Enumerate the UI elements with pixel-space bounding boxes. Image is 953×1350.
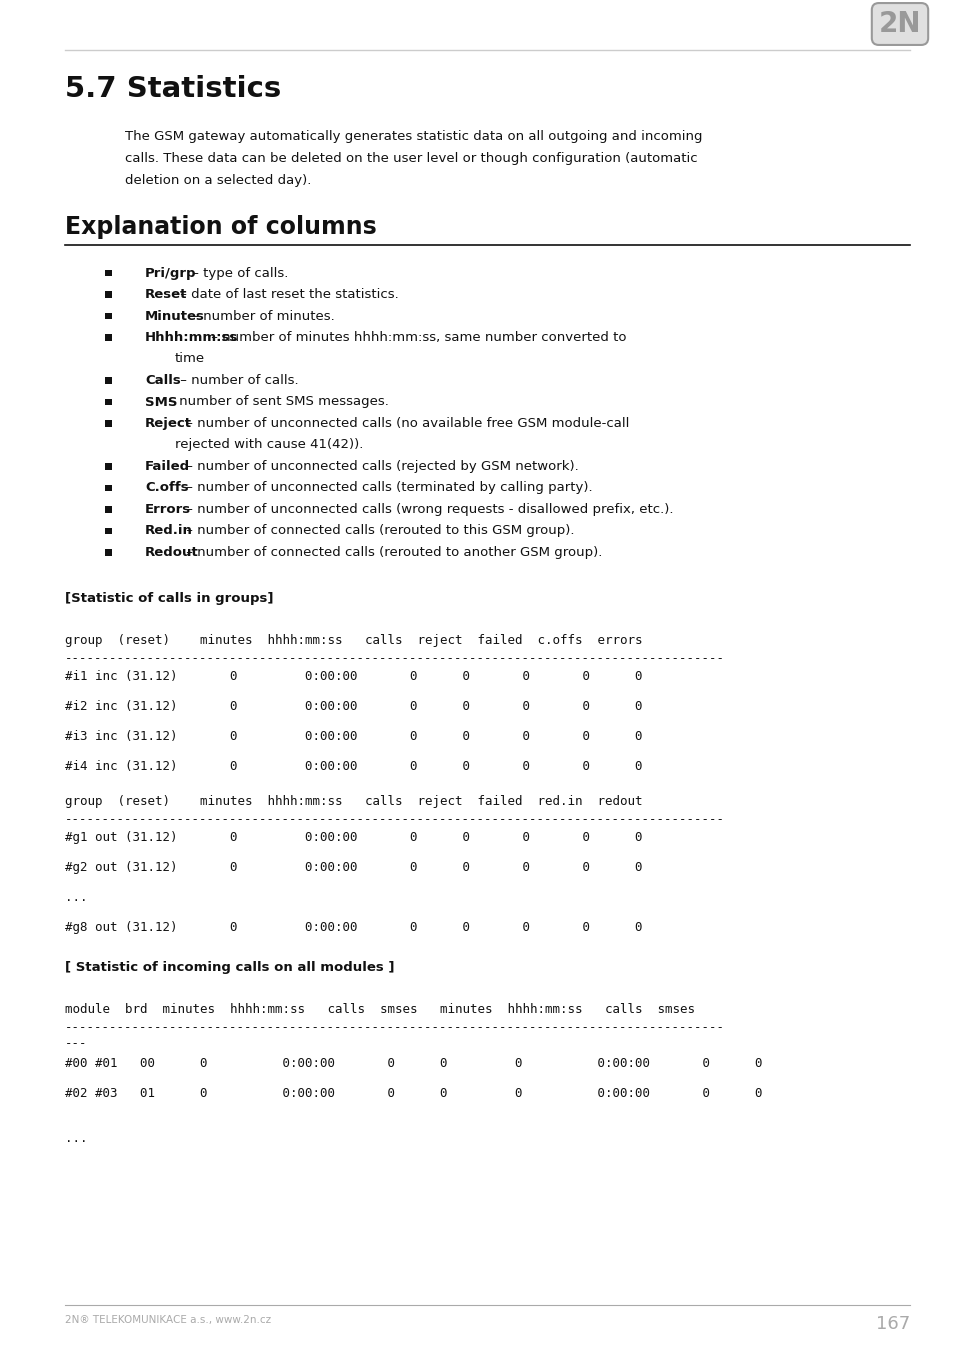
Text: [Statistic of calls in groups]: [Statistic of calls in groups] (65, 593, 274, 605)
Text: – number of connected calls (rerouted to another GSM group).: – number of connected calls (rerouted to… (182, 545, 602, 559)
Text: Reject: Reject (145, 417, 192, 431)
FancyBboxPatch shape (105, 528, 112, 535)
Text: #i4 inc (31.12)       0         0:00:00       0      0       0       0      0: #i4 inc (31.12) 0 0:00:00 0 0 0 0 0 (65, 760, 641, 774)
Text: – number of minutes hhhh:mm:ss, same number converted to: – number of minutes hhhh:mm:ss, same num… (207, 331, 626, 344)
Text: #g1 out (31.12)       0         0:00:00       0      0       0       0      0: #g1 out (31.12) 0 0:00:00 0 0 0 0 0 (65, 832, 641, 844)
Text: #00 #01   00      0          0:00:00       0      0         0          0:00:00  : #00 #01 00 0 0:00:00 0 0 0 0:00:00 (65, 1057, 761, 1071)
Text: Errors: Errors (145, 504, 191, 516)
FancyBboxPatch shape (105, 549, 112, 556)
Text: 5.7 Statistics: 5.7 Statistics (65, 76, 281, 103)
Text: ...: ... (65, 891, 88, 904)
Text: module  brd  minutes  hhhh:mm:ss   calls  smses   minutes  hhhh:mm:ss   calls  s: module brd minutes hhhh:mm:ss calls smse… (65, 1003, 695, 1017)
Text: – type of calls.: – type of calls. (188, 266, 289, 279)
Text: #i2 inc (31.12)       0         0:00:00       0      0       0       0      0: #i2 inc (31.12) 0 0:00:00 0 0 0 0 0 (65, 701, 641, 713)
Text: group  (reset)    minutes  hhhh:mm:ss   calls  reject  failed  red.in  redout: group (reset) minutes hhhh:mm:ss calls r… (65, 795, 641, 809)
Text: --------------------------------------------------------------------------------: ----------------------------------------… (65, 652, 724, 666)
Text: deletion on a selected day).: deletion on a selected day). (125, 174, 311, 188)
Text: --------------------------------------------------------------------------------: ----------------------------------------… (65, 813, 724, 826)
Text: #g8 out (31.12)       0         0:00:00       0      0       0       0      0: #g8 out (31.12) 0 0:00:00 0 0 0 0 0 (65, 921, 641, 934)
Text: #i1 inc (31.12)       0         0:00:00       0      0       0       0      0: #i1 inc (31.12) 0 0:00:00 0 0 0 0 0 (65, 670, 641, 683)
Text: – date of last reset the statistics.: – date of last reset the statistics. (175, 288, 398, 301)
Text: #02 #03   01      0          0:00:00       0      0         0          0:00:00  : #02 #03 01 0 0:00:00 0 0 0 0:00:00 (65, 1087, 761, 1100)
Text: Failed: Failed (145, 460, 190, 472)
Text: ...: ... (65, 1133, 88, 1145)
Text: #i3 inc (31.12)       0         0:00:00       0      0       0       0      0: #i3 inc (31.12) 0 0:00:00 0 0 0 0 0 (65, 730, 641, 742)
FancyBboxPatch shape (105, 335, 112, 340)
Text: [ Statistic of incoming calls on all modules ]: [ Statistic of incoming calls on all mod… (65, 961, 395, 973)
Text: – number of calls.: – number of calls. (175, 374, 298, 387)
Text: Pri/grp: Pri/grp (145, 266, 196, 279)
Text: 2N® TELEKOMUNIKACE a.s., www.2n.cz: 2N® TELEKOMUNIKACE a.s., www.2n.cz (65, 1315, 271, 1324)
Text: Hhhh:mm:ss: Hhhh:mm:ss (145, 331, 238, 344)
Text: Calls: Calls (145, 374, 180, 387)
Text: --------------------------------------------------------------------------------: ----------------------------------------… (65, 1021, 724, 1034)
Text: – number of connected calls (rerouted to this GSM group).: – number of connected calls (rerouted to… (182, 525, 574, 537)
Text: Minutes: Minutes (145, 309, 205, 323)
Text: – number of sent SMS messages.: – number of sent SMS messages. (163, 396, 388, 409)
FancyBboxPatch shape (105, 270, 112, 277)
Text: calls. These data can be deleted on the user level or though configuration (auto: calls. These data can be deleted on the … (125, 153, 697, 165)
FancyBboxPatch shape (105, 420, 112, 427)
FancyBboxPatch shape (105, 398, 112, 405)
Text: SMS: SMS (145, 396, 177, 409)
Text: group  (reset)    minutes  hhhh:mm:ss   calls  reject  failed  c.offs  errors: group (reset) minutes hhhh:mm:ss calls r… (65, 634, 641, 647)
Text: – number of unconnected calls (rejected by GSM network).: – number of unconnected calls (rejected … (182, 460, 578, 472)
FancyBboxPatch shape (105, 506, 112, 513)
Text: Red.in: Red.in (145, 525, 193, 537)
Text: The GSM gateway automatically generates statistic data on all outgoing and incom: The GSM gateway automatically generates … (125, 130, 701, 143)
FancyBboxPatch shape (105, 292, 112, 298)
Text: #g2 out (31.12)       0         0:00:00       0      0       0       0      0: #g2 out (31.12) 0 0:00:00 0 0 0 0 0 (65, 861, 641, 873)
Text: ---: --- (65, 1037, 88, 1050)
Text: – number of minutes.: – number of minutes. (188, 309, 335, 323)
Text: time: time (174, 352, 205, 366)
Text: Redout: Redout (145, 545, 198, 559)
Text: rejected with cause 41(42)).: rejected with cause 41(42)). (174, 439, 363, 451)
Text: C.offs: C.offs (145, 482, 189, 494)
Text: 167: 167 (875, 1315, 909, 1332)
Text: – number of unconnected calls (wrong requests - disallowed prefix, etc.).: – number of unconnected calls (wrong req… (182, 504, 673, 516)
Text: – number of unconnected calls (no available free GSM module-call: – number of unconnected calls (no availa… (182, 417, 629, 431)
FancyBboxPatch shape (105, 463, 112, 470)
Text: 2N: 2N (878, 9, 921, 38)
Text: Explanation of columns: Explanation of columns (65, 215, 376, 239)
Text: Reset: Reset (145, 288, 187, 301)
Text: – number of unconnected calls (terminated by calling party).: – number of unconnected calls (terminate… (182, 482, 592, 494)
FancyBboxPatch shape (105, 377, 112, 383)
FancyBboxPatch shape (105, 313, 112, 319)
FancyBboxPatch shape (105, 485, 112, 491)
